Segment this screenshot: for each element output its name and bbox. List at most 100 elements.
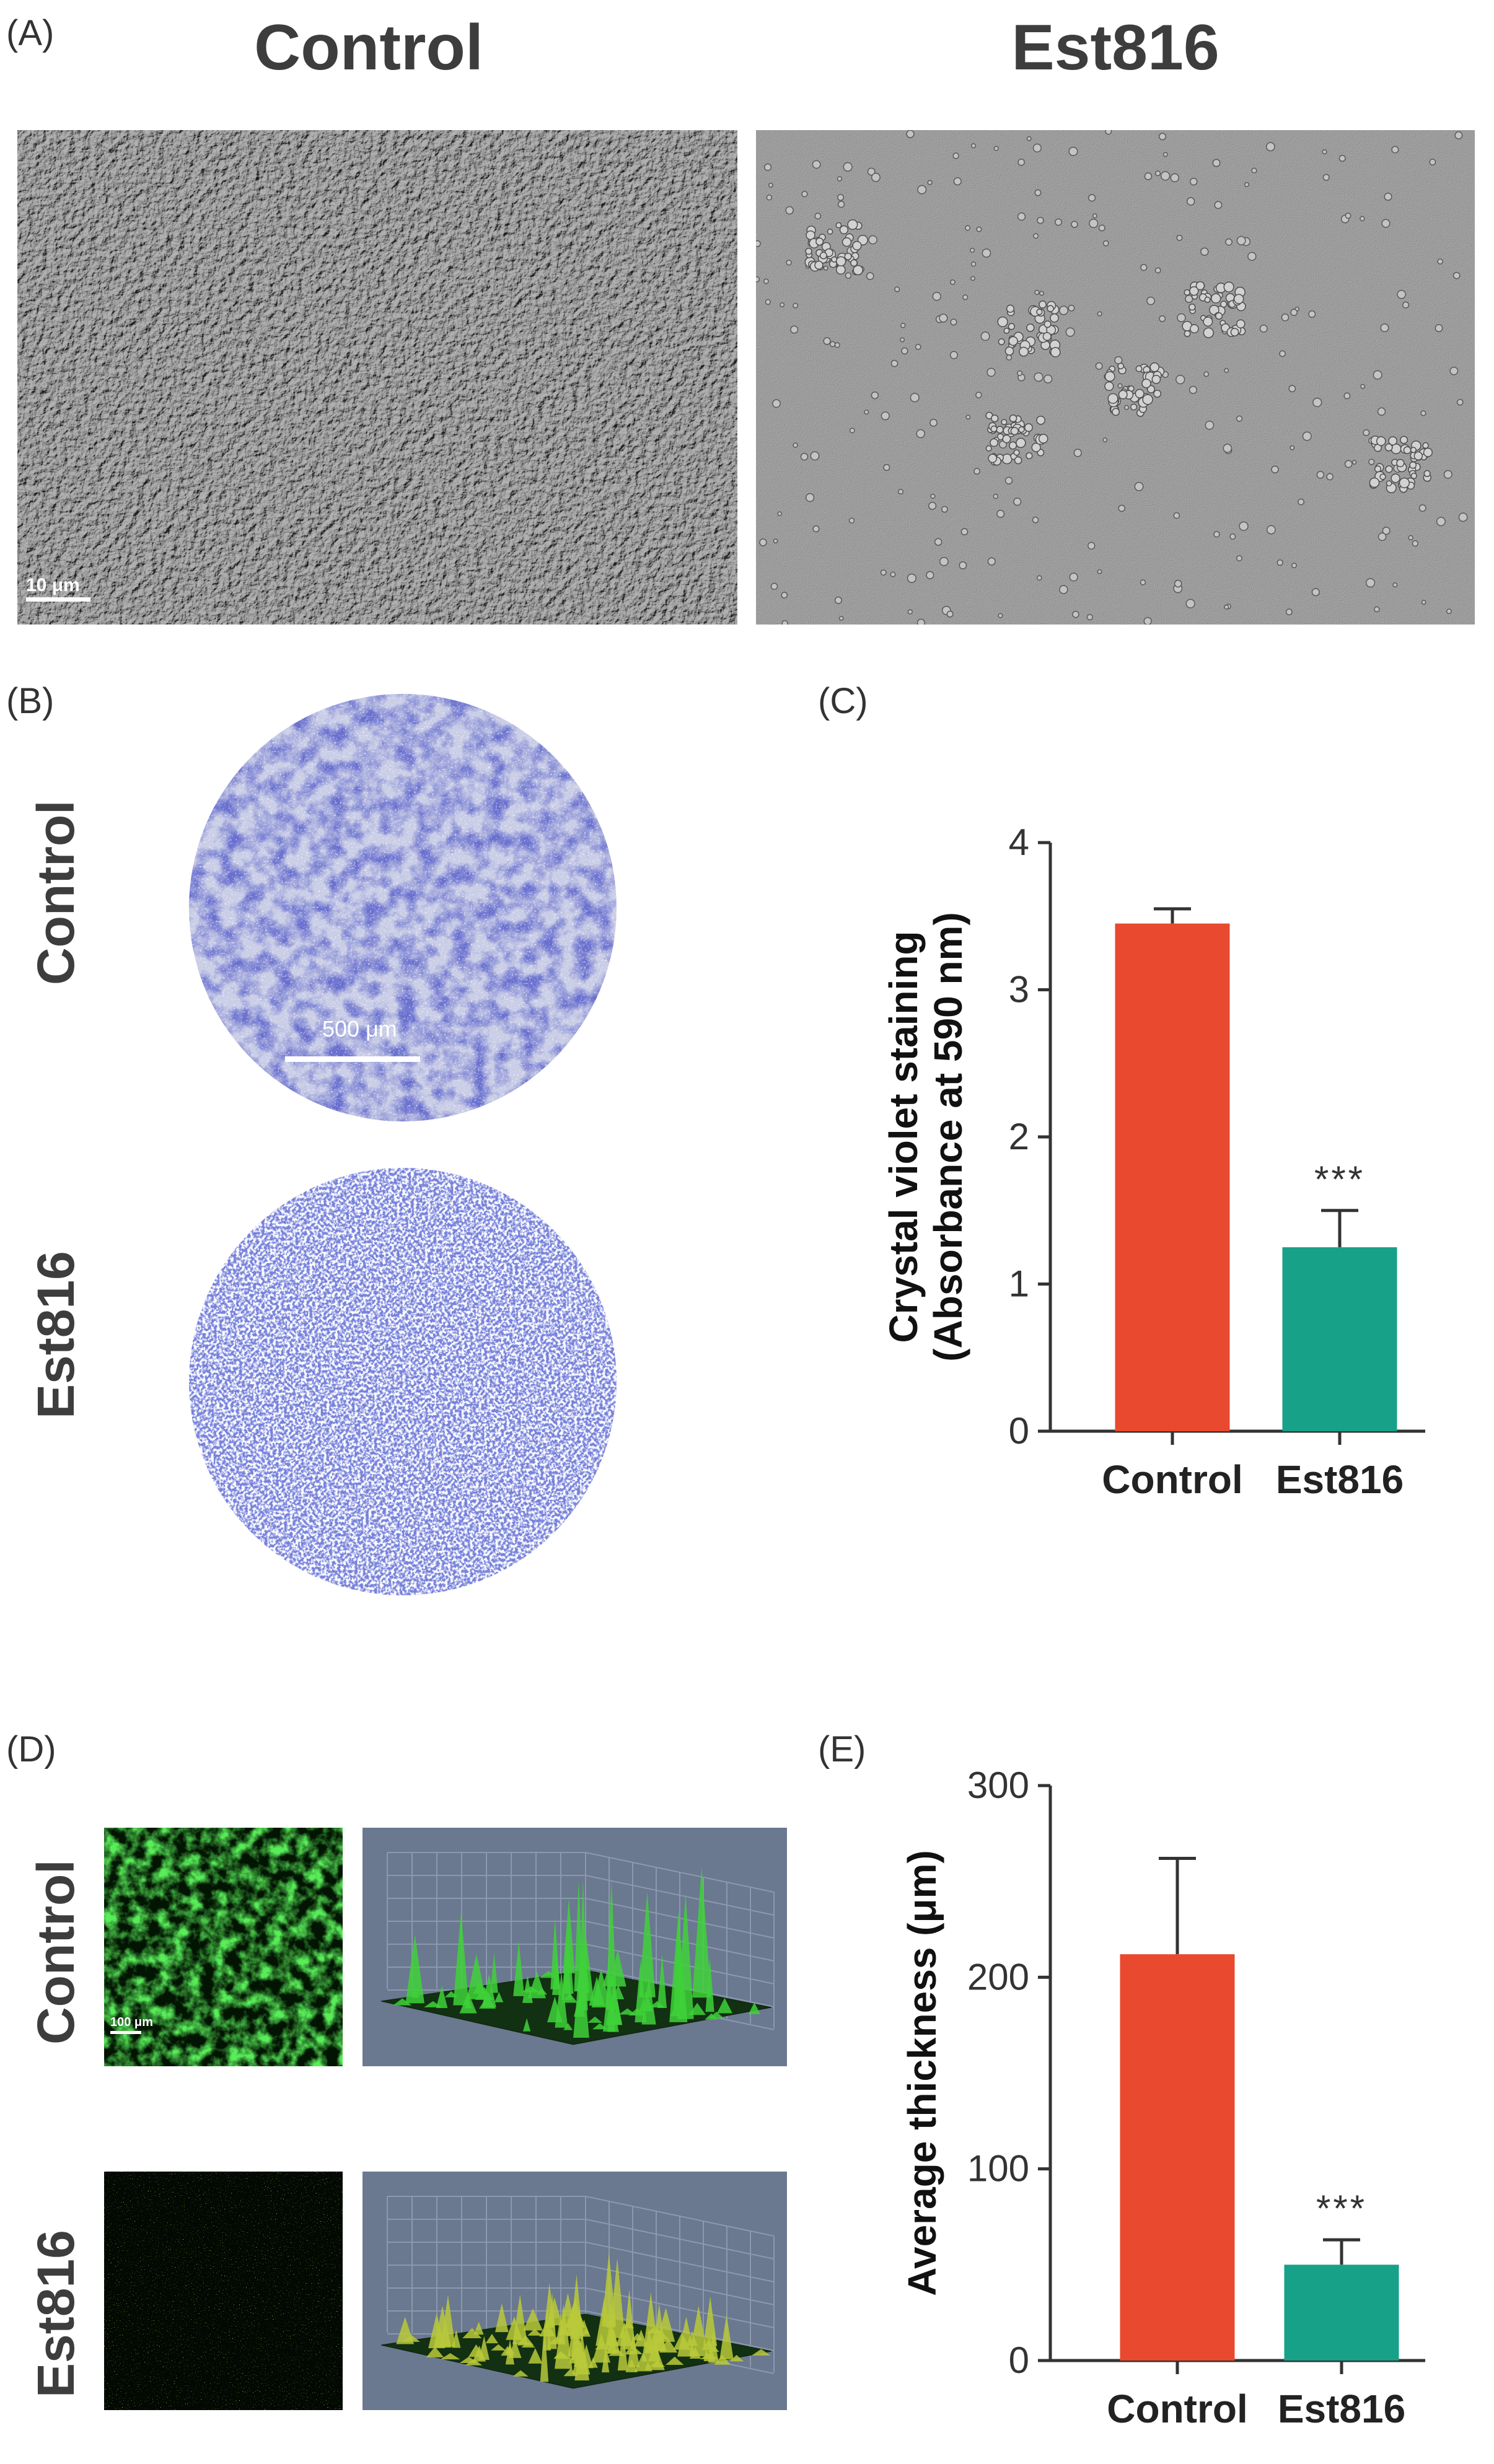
biofilm-peak (592, 2333, 611, 2363)
sem-cell (1034, 289, 1040, 296)
sem-cell-cluster (1016, 437, 1026, 449)
confocal-3d-render-control (363, 1828, 787, 2066)
sem-cell (812, 160, 821, 169)
sem-cell (1069, 572, 1078, 582)
sem-cell-cluster (853, 265, 863, 276)
sem-cell-cluster (996, 426, 1004, 434)
sem-cell (962, 294, 969, 300)
sem-cell (1223, 444, 1233, 453)
sem-cell (973, 468, 980, 475)
sem-cell (781, 620, 788, 625)
biofilm-peak (716, 1997, 732, 2014)
sem-cell (1360, 384, 1366, 389)
sem-cell (975, 392, 982, 398)
sem-cell-cluster (1008, 323, 1015, 330)
sem-cell (1185, 294, 1193, 304)
sem-texture-est816 (756, 130, 1475, 625)
sem-cell (1034, 372, 1044, 382)
sem-cell (1102, 240, 1109, 247)
sem-cell-cluster (1204, 296, 1211, 303)
scale-bar-500um-label: 500 μm (322, 1016, 397, 1041)
biofilm-peak (666, 2356, 684, 2365)
sem-cell (900, 322, 906, 328)
biofilm-peak (578, 1936, 590, 1993)
panel-a-title-control: Control (254, 12, 483, 84)
sem-cell (1095, 362, 1103, 370)
panel-b-row-label-est816: Est816 (27, 1251, 85, 1419)
sem-cell (1176, 234, 1183, 241)
sem-cell (1298, 498, 1305, 506)
sem-cell (1071, 221, 1078, 228)
sem-cell (1363, 429, 1370, 436)
sem-cell-cluster (985, 445, 992, 452)
biofilm-peak (467, 1953, 486, 1999)
sem-cell (1276, 559, 1283, 566)
sem-cell (1055, 218, 1062, 226)
sem-cell-cluster (1423, 447, 1433, 457)
sem-cell (928, 501, 937, 511)
sem-cell (1380, 323, 1389, 333)
sem-cell (1351, 460, 1357, 465)
sem-cell (1134, 481, 1144, 491)
sem-cell (980, 331, 990, 341)
sem-cell (1446, 608, 1452, 615)
biofilm-peak (652, 2361, 664, 2367)
sem-cell (993, 493, 999, 499)
sem-cell-cluster (1013, 449, 1020, 456)
sem-cell (1037, 216, 1044, 224)
sem-cell (939, 556, 949, 566)
biofilm-peak (605, 1878, 617, 2010)
sem-cell-cluster (827, 229, 833, 235)
sem-cell (1036, 575, 1042, 581)
sem-cell (793, 442, 798, 448)
biofilm-peak (495, 2303, 509, 2333)
sem-cell (1205, 420, 1215, 430)
sem-cell (1118, 504, 1126, 512)
sem-cell-cluster (1050, 347, 1061, 357)
sem-cell (1013, 498, 1022, 506)
sem-cell-cluster (1002, 434, 1011, 444)
sem-cell (1087, 541, 1096, 550)
sem-cell-cluster (1010, 427, 1019, 436)
crystal-violet-bar-chart: 0 1 2 3 4 Crystal violet staining (Absorbance … (881, 822, 1425, 1502)
sem-cell (996, 509, 1005, 518)
biofilm-peak (644, 2341, 665, 2370)
sem-cell (1154, 170, 1161, 177)
sem-cell (1374, 606, 1380, 613)
sem-cell (1239, 521, 1249, 531)
sem-cell-cluster (1215, 312, 1223, 320)
average-thickness-bar-chart: 0 100 200 300 Average thickness (μm) Control E… (900, 1765, 1425, 2431)
sem-cell (946, 610, 954, 618)
sem-cell-cluster (1031, 442, 1041, 452)
biofilm-peak (523, 2308, 543, 2331)
sem-cell (845, 272, 852, 279)
sem-cell-cluster (1386, 480, 1392, 486)
sem-cell-cluster (1006, 304, 1015, 313)
sem-cell (1412, 540, 1419, 547)
sem-cell (1190, 177, 1198, 186)
sem-cell (1213, 531, 1220, 538)
sem-cell (1224, 368, 1229, 373)
sem-cell-cluster (844, 252, 852, 261)
sem-cell (1326, 473, 1334, 481)
sem-cell (1034, 189, 1042, 196)
sem-cell (916, 429, 925, 439)
sem-cell (1173, 512, 1180, 519)
biofilm-peak (553, 2352, 571, 2359)
sem-cell (1032, 143, 1042, 152)
biofilm-peak (556, 2313, 566, 2343)
sem-cell (1175, 374, 1185, 385)
sem-cell-cluster (1044, 320, 1052, 328)
biofilm-peak (657, 1953, 667, 2008)
sem-cell (1397, 289, 1406, 299)
sem-cell-cluster (1151, 375, 1161, 384)
sem-cell (1044, 374, 1053, 384)
sem-cell (1281, 313, 1290, 322)
sem-cell-cluster (1050, 313, 1059, 323)
sem-cell (1117, 383, 1123, 388)
sem-cell (805, 493, 815, 502)
biofilm-peak (453, 1911, 469, 2006)
chart-c-y-tick-label-2: 2 (1009, 1116, 1029, 1157)
sem-cell (838, 616, 844, 621)
sem-cell (834, 596, 842, 604)
